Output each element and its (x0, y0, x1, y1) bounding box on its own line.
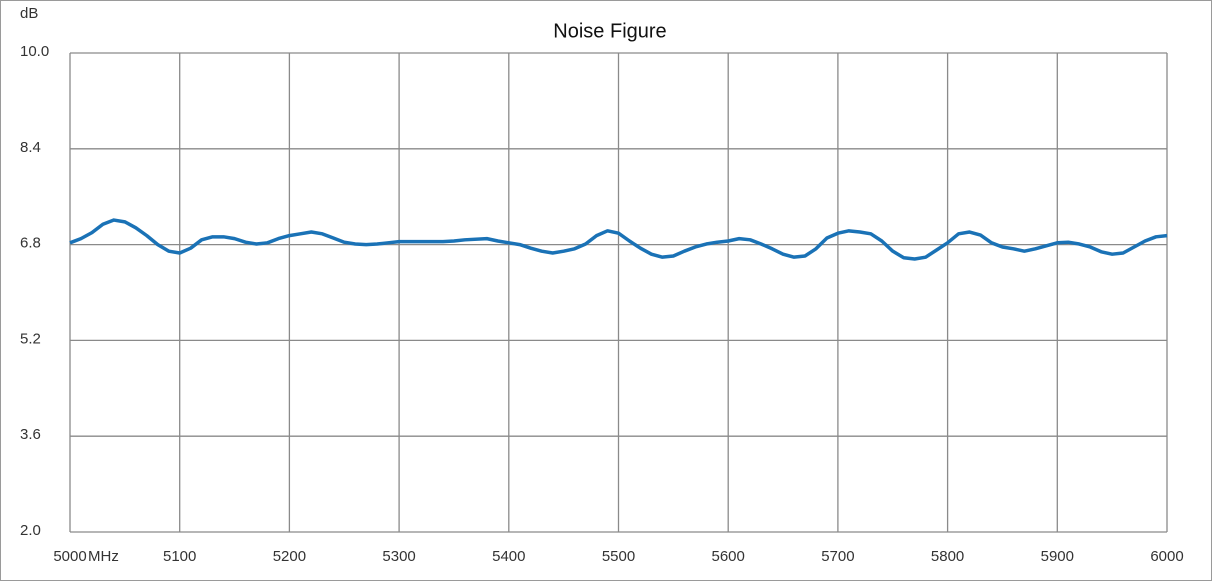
x-tick-label: 5400 (492, 548, 525, 565)
y-tick-label: 10.0 (20, 43, 49, 60)
chart-title: Noise Figure (553, 20, 666, 42)
x-tick-label: 5600 (712, 548, 745, 565)
y-tick-label: 3.6 (20, 426, 41, 443)
y-tick-label: 2.0 (20, 522, 41, 539)
x-tick-label: 5200 (273, 548, 306, 565)
y-tick-label: 6.8 (20, 235, 41, 252)
x-tick-label: 6000 (1150, 548, 1183, 565)
data-line (69, 218, 1168, 261)
y-tick-label: 8.4 (20, 139, 41, 156)
x-tick-label: 5300 (382, 548, 415, 565)
x-tick-label: 5500 (602, 548, 635, 565)
x-axis-unit: MHz (88, 548, 119, 565)
x-tick-label: 5000 (53, 548, 86, 565)
x-tick-label: 5100 (163, 548, 196, 565)
x-tick-label: 5800 (931, 548, 964, 565)
x-tick-label: 5700 (821, 548, 854, 565)
x-tick-label: 5900 (1041, 548, 1074, 565)
y-tick-label: 5.2 (20, 330, 41, 347)
y-axis-unit: dB (20, 5, 38, 22)
